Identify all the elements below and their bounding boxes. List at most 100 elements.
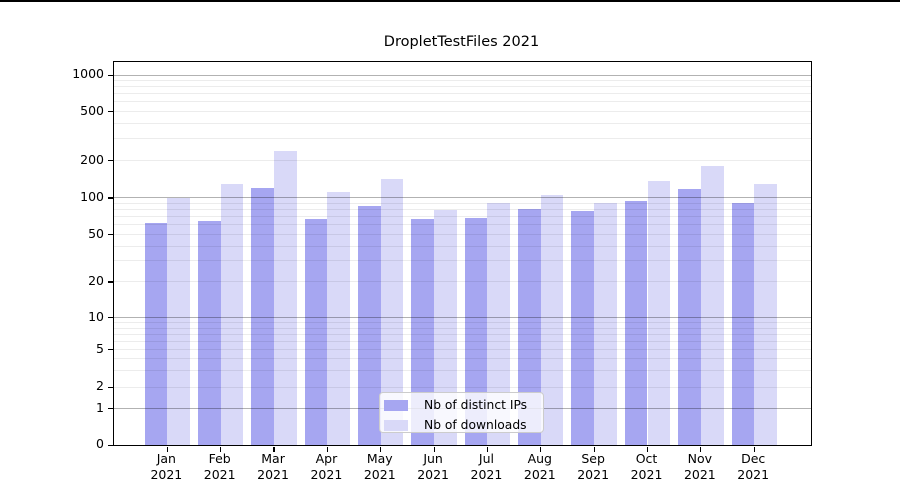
x-tick-mark-may (380, 447, 382, 452)
gridline-major-1000 (114, 74, 811, 76)
bar-downloads-feb (220, 183, 244, 445)
x-tick-label-feb-2021: Feb 2021 (203, 451, 236, 482)
x-tick-mark-feb (220, 447, 222, 452)
gridline-minor-30 (114, 260, 811, 262)
gridline-minor-60 (114, 224, 811, 226)
y-tick-label-1: 1 (96, 399, 104, 415)
bar-distinct-ips-nov (678, 189, 701, 445)
gridline-minor-40 (114, 245, 811, 247)
x-tick-mark-apr (326, 447, 328, 452)
y-tick-mark-100 (108, 197, 113, 199)
x-tick-label-oct-2021: Oct 2021 (630, 451, 663, 482)
bar-distinct-ips-sep (571, 211, 595, 445)
gridline-minor-6 (114, 340, 811, 342)
x-tick-label-sep-2021: Sep 2021 (577, 451, 610, 482)
bar-downloads-jun (434, 209, 457, 445)
x-tick-mark-jan (166, 447, 168, 452)
y-tick-mark-5 (108, 349, 113, 351)
x-tick-mark-mar (273, 447, 275, 452)
bar-downloads-jan (167, 197, 191, 445)
y-tick-label-10: 10 (88, 308, 104, 324)
y-tick-label-100: 100 (80, 188, 104, 204)
y-tick-label-500: 500 (80, 102, 104, 118)
bar-distinct-ips-jun (411, 219, 435, 445)
x-tick-label-nov-2021: Nov 2021 (683, 451, 716, 482)
legend-entry-distinct-ips: Nb of distinct IPs (384, 397, 537, 413)
x-tick-mark-jun (433, 447, 435, 452)
bar-downloads-nov (700, 166, 724, 445)
x-tick-label-jul-2021: Jul 2021 (470, 451, 503, 482)
y-tick-label-5: 5 (96, 340, 104, 356)
y-tick-label-200: 200 (80, 151, 104, 167)
y-tick-label-20: 20 (88, 272, 104, 288)
y-tick-label-50: 50 (88, 225, 104, 241)
y-tick-mark-20 (108, 281, 113, 283)
x-tick-label-apr-2021: Apr 2021 (310, 451, 343, 482)
gridline-minor-200 (114, 160, 811, 162)
gridline-minor-8 (114, 327, 811, 329)
bar-distinct-ips-apr (304, 219, 328, 445)
legend-label-distinct-ips: Nb of distinct IPs (424, 398, 528, 412)
x-tick-mark-oct (646, 447, 649, 452)
gridline-minor-3 (114, 370, 811, 372)
chart-title: DropletTestFiles 2021 (383, 34, 540, 50)
gridline-minor-5 (114, 349, 811, 351)
bar-distinct-ips-jul (464, 218, 488, 445)
bar-downloads-jul (487, 203, 511, 445)
gridline-minor-50 (114, 234, 811, 235)
legend-swatch-downloads (384, 419, 408, 431)
bar-downloads-mar (274, 150, 297, 445)
bar-distinct-ips-jan (144, 223, 168, 445)
bar-distinct-ips-mar (251, 188, 275, 445)
gridline-minor-700 (114, 93, 811, 95)
x-tick-label-mar-2021: Mar 2021 (257, 451, 289, 482)
y-tick-mark-1 (108, 408, 113, 410)
x-tick-mark-aug (540, 447, 542, 452)
legend-swatch-distinct-ips (384, 399, 408, 411)
gridline-major-10 (114, 317, 811, 319)
bar-downloads-apr (327, 191, 351, 445)
bar-distinct-ips-may (358, 206, 381, 445)
y-tick-label-2: 2 (96, 378, 104, 394)
x-tick-mark-sep (593, 447, 595, 452)
gridline-minor-90 (114, 202, 811, 204)
gridline-minor-600 (114, 101, 811, 103)
x-tick-mark-nov (700, 447, 702, 452)
x-tick-label-aug-2021: Aug 2021 (523, 451, 556, 482)
x-tick-mark-jul (486, 447, 489, 452)
x-tick-label-jan-2021: Jan 2021 (150, 451, 183, 482)
gridline-minor-70 (114, 216, 811, 218)
y-tick-label-1000: 1000 (72, 66, 104, 82)
bar-downloads-dec (754, 183, 777, 445)
bar-downloads-aug (540, 195, 564, 445)
bar-distinct-ips-oct (624, 201, 648, 445)
x-tick-mark-dec (753, 447, 755, 452)
gridline-major-100 (114, 197, 811, 199)
y-tick-label-0: 0 (96, 436, 104, 451)
gridline-minor-400 (114, 123, 811, 124)
gridline-minor-4 (114, 358, 811, 360)
y-tick-mark-10 (108, 317, 113, 319)
y-tick-mark-200 (108, 160, 113, 162)
x-tick-label-may-2021: May 2021 (363, 451, 396, 482)
window-top-border (0, 0, 900, 2)
gridline-minor-800 (114, 86, 811, 88)
legend: Nb of distinct IPs Nb of downloads (379, 392, 544, 433)
bar-downloads-sep (594, 203, 617, 445)
y-tick-mark-2 (108, 386, 113, 389)
bar-distinct-ips-aug (518, 209, 541, 445)
legend-entry-downloads: Nb of downloads (384, 417, 537, 433)
gridline-minor-9 (114, 322, 811, 324)
bar-distinct-ips-feb (198, 220, 221, 445)
gridline-minor-80 (114, 209, 811, 211)
gridline-minor-20 (114, 281, 811, 283)
bar-downloads-oct (647, 181, 671, 445)
plot-area (108, 61, 812, 452)
y-tick-mark-0 (108, 444, 113, 446)
y-tick-mark-50 (108, 234, 113, 236)
x-tick-label-dec-2021: Dec 2021 (737, 451, 770, 482)
y-tick-mark-1000 (108, 74, 113, 76)
legend-label-downloads: Nb of downloads (424, 418, 527, 432)
gridline-minor-2 (114, 386, 811, 388)
